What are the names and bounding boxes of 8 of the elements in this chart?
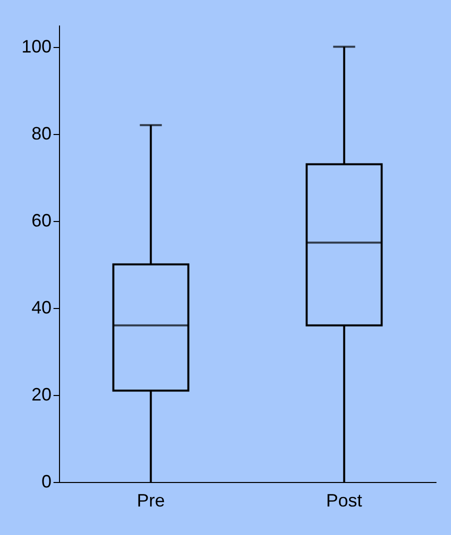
y-tick-label: 20 [31,384,52,404]
y-tick-label: 40 [31,297,52,318]
x-tick-label: Post [326,490,362,510]
x-tick-label: Pre [136,490,165,510]
y-tick-label: 100 [21,36,52,56]
y-tick-label: 0 [41,472,52,492]
y-tick-label: 60 [31,210,52,230]
y-tick-label: 80 [31,123,52,144]
